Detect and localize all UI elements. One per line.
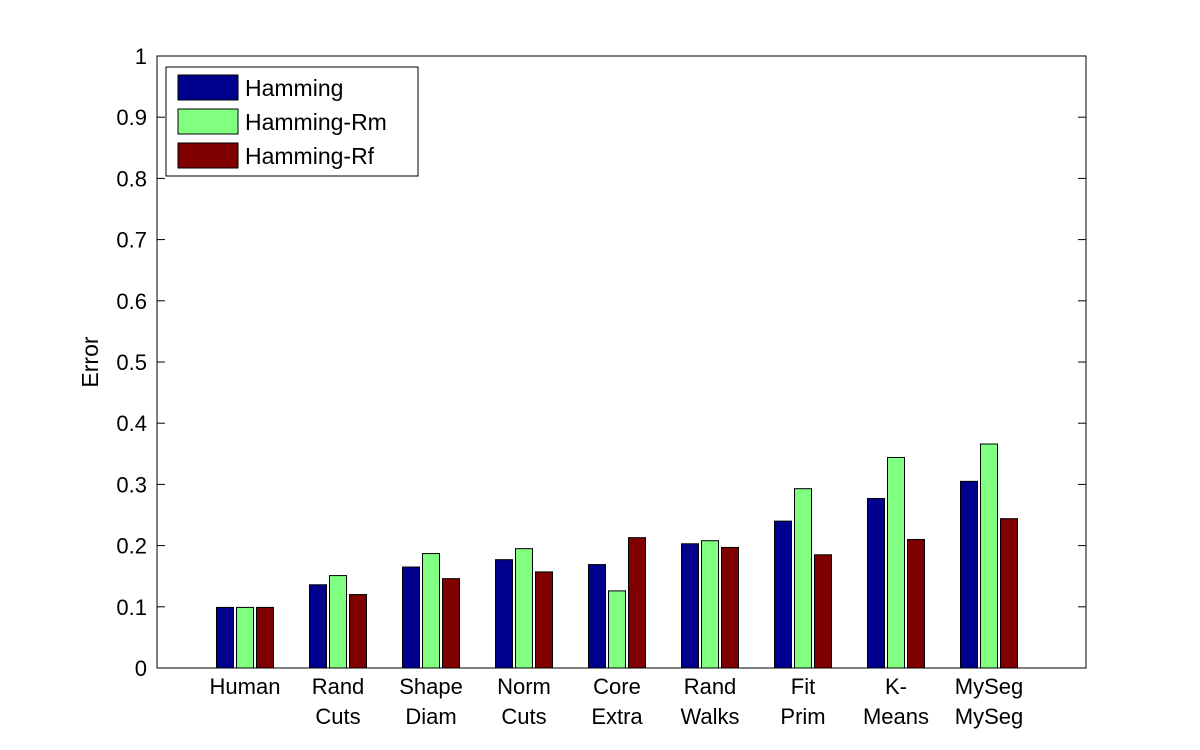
bar-hamming — [216, 606, 234, 669]
bar-hamming-rm — [701, 540, 719, 669]
legend-label: Hamming-Rm — [245, 109, 387, 135]
y-tick-label: 0.1 — [116, 595, 147, 620]
bar-hamming-rm — [794, 488, 812, 669]
x-tick-label: Rand — [312, 674, 365, 699]
legend: Hamming Hamming-Rm Hamming-Rf — [165, 66, 419, 177]
bar-hamming-rf — [814, 554, 832, 669]
bar-hamming-rf — [628, 537, 646, 669]
x-tick-label: Cuts — [501, 704, 546, 729]
x-tick-label: Extra — [591, 704, 643, 729]
x-tick-label: K- — [885, 674, 907, 699]
x-tick-label: Rand — [684, 674, 737, 699]
legend-swatch-hamming-rf — [177, 142, 239, 169]
y-tick-label: 0.6 — [116, 289, 147, 314]
bar-hamming — [402, 566, 420, 669]
bar-hamming-rm — [608, 590, 626, 669]
bar-hamming-rf — [442, 578, 460, 669]
legend-label: Hamming-Rf — [245, 143, 375, 169]
x-tick-label: Human — [210, 674, 281, 699]
bar-hamming — [960, 480, 978, 669]
y-tick-label: 0.8 — [116, 166, 147, 191]
y-axis-label: Error — [77, 336, 103, 387]
x-tick-label: Cuts — [315, 704, 360, 729]
y-tick-label: 0.2 — [116, 534, 147, 559]
bar-hamming-rm — [422, 553, 440, 669]
legend-swatch-hamming — [177, 74, 239, 101]
y-tick-label: 1 — [135, 44, 147, 69]
legend-label: Hamming — [245, 75, 343, 101]
y-axis: 0 0.1 0.2 0.3 0.4 0.5 0.6 0.7 0.8 0.9 1 — [116, 44, 1086, 681]
bar-hamming — [774, 520, 792, 669]
x-tick-label: Fit — [791, 674, 815, 699]
bars-group — [216, 443, 1018, 669]
x-tick-label: Core — [593, 674, 641, 699]
bar-hamming-rf — [907, 538, 925, 669]
bar-hamming-rf — [349, 594, 367, 669]
x-tick-label: MySeg — [955, 674, 1023, 699]
bar-hamming-rm — [980, 443, 998, 669]
x-tick-label: Walks — [680, 704, 739, 729]
y-tick-label: 0.4 — [116, 411, 147, 436]
x-tick-label: Prim — [780, 704, 825, 729]
y-tick-label: 0.7 — [116, 228, 147, 253]
bar-hamming-rm — [515, 548, 533, 669]
legend-swatch-hamming-rm — [177, 108, 239, 135]
y-tick-label: 0.5 — [116, 350, 147, 375]
y-tick-label: 0 — [135, 656, 147, 681]
x-tick-label: Norm — [497, 674, 551, 699]
x-tick-label: Means — [863, 704, 929, 729]
y-tick-label: 0.9 — [116, 105, 147, 130]
bar-hamming-rf — [535, 571, 553, 669]
bar-hamming-rf — [721, 546, 739, 669]
bar-hamming — [495, 559, 513, 669]
bar-hamming — [309, 584, 327, 669]
x-tick-label: Shape — [399, 674, 463, 699]
x-axis: Human Rand Cuts Shape Diam Norm Cuts Core Extra R… — [210, 674, 1024, 729]
y-tick-label: 0.3 — [116, 472, 147, 497]
bar-hamming — [681, 543, 699, 669]
bar-hamming-rf — [256, 606, 274, 669]
bar-hamming-rm — [329, 575, 347, 669]
bar-hamming — [588, 564, 606, 669]
bar-hamming-rm — [236, 606, 254, 669]
x-tick-label: MySeg — [955, 704, 1023, 729]
bar-hamming — [867, 497, 885, 669]
bar-hamming-rm — [887, 456, 905, 669]
bar-hamming-rf — [1000, 518, 1018, 669]
x-tick-label: Diam — [405, 704, 456, 729]
